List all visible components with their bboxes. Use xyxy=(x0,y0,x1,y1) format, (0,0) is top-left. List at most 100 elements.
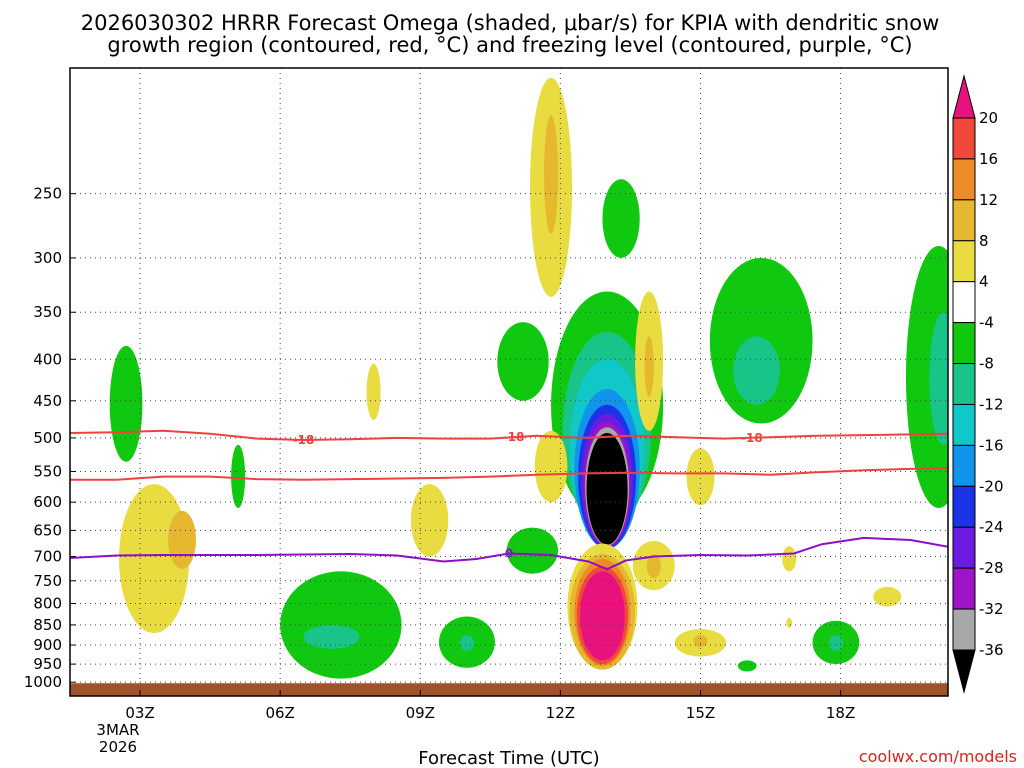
y-tick-label-350: 350 xyxy=(33,303,62,321)
chart-title: 2026030302 HRRR Forecast Omega (shaded, … xyxy=(81,11,940,57)
colorbar-bottom-triangle xyxy=(952,649,976,694)
omega-field-30 xyxy=(544,115,559,234)
omega-field-6 xyxy=(497,322,549,401)
omega-field-24 xyxy=(506,527,559,574)
x-axis: 03Z 06Z 09Z 12Z 15Z 18Z xyxy=(125,690,855,722)
date-label-line-2: 2026 xyxy=(99,738,137,756)
omega-field-43 xyxy=(693,635,708,648)
colorbar-label-11: -28 xyxy=(979,559,1004,577)
colorbar-label-9: -20 xyxy=(979,477,1004,495)
colorbar-label-4: 4 xyxy=(979,273,989,291)
x-tick-label-12Z: 12Z xyxy=(546,704,575,722)
y-tick-label-900: 900 xyxy=(33,636,62,654)
x-tick-label-15Z: 15Z xyxy=(686,704,715,722)
y-tick-label-600: 600 xyxy=(33,493,62,511)
colorbar-bin-4 xyxy=(952,281,976,324)
colorbar: 20 16 12 8 4 -4 -8 -12 -16 -20 -24 -28 -32 -36 xyxy=(952,74,1004,694)
colorbar-bin-11 xyxy=(952,567,976,610)
colorbar-bin-12 xyxy=(952,608,976,651)
freezing-level-contour xyxy=(70,536,948,571)
omega-field-7 xyxy=(602,179,640,258)
colorbar-bin-6 xyxy=(952,363,976,405)
omega-field-40 xyxy=(644,336,654,397)
y-tick-label-550: 550 xyxy=(33,463,62,481)
colorbar-bin-7 xyxy=(952,403,976,446)
omega-field-3 xyxy=(303,624,360,649)
dgz-top-label-0: -18 xyxy=(293,433,315,447)
x-axis-label: Forecast Time (UTC) xyxy=(418,748,599,768)
omega-field-27 xyxy=(366,363,381,420)
y-tick-label-850: 850 xyxy=(33,616,62,634)
y-tick-label-950: 950 xyxy=(33,655,62,673)
plot-area xyxy=(109,77,948,679)
colorbar-bin-2 xyxy=(952,199,976,242)
y-tick-label-1000: 1000 xyxy=(24,673,62,691)
y-axis: 250 300 350 400 450 500 550 600 650 700 750 800 850 9… xyxy=(24,185,76,691)
dgz-top-label-2: -18 xyxy=(741,431,763,445)
omega-field-1 xyxy=(231,444,246,509)
colorbar-label-5: -4 xyxy=(979,314,994,332)
title-line-1: 2026030302 HRRR Forecast Omega (shaded, … xyxy=(81,11,940,35)
omega-field-36 xyxy=(579,571,625,661)
y-tick-label-450: 450 xyxy=(33,392,62,410)
omega-field-23 xyxy=(929,312,948,445)
omega-field-0 xyxy=(109,345,143,462)
ground-fill xyxy=(70,683,948,696)
omega-field-21 xyxy=(737,660,757,672)
dgz-top-label-1: -18 xyxy=(503,430,525,444)
omega-field-28 xyxy=(410,484,449,557)
colorbar-label-10: -24 xyxy=(979,518,1004,536)
colorbar-top-triangle xyxy=(952,74,976,119)
x-tick-label-03Z: 03Z xyxy=(125,704,154,722)
dgz-top-contour xyxy=(70,429,948,442)
ground-layer xyxy=(70,683,948,696)
x-tick-label-09Z: 09Z xyxy=(406,704,435,722)
y-tick-label-700: 700 xyxy=(33,547,62,565)
colorbar-bin-10 xyxy=(952,526,976,569)
colorbar-label-6: -8 xyxy=(979,355,994,373)
y-tick-label-500: 500 xyxy=(33,429,62,447)
colorbar-label-13: -36 xyxy=(979,641,1004,659)
colorbar-label-8: -16 xyxy=(979,436,1004,454)
colorbar-bin-5 xyxy=(952,322,976,365)
omega-field-22 xyxy=(905,246,948,508)
date-label-line-1: 3MAR xyxy=(96,721,139,739)
colorbar-label-3: 8 xyxy=(979,232,989,250)
colorbar-bin-8 xyxy=(952,444,976,487)
y-tick-label-800: 800 xyxy=(33,595,62,613)
omega-field-18 xyxy=(733,336,780,405)
y-tick-label-750: 750 xyxy=(33,572,62,590)
x-tick-label-18Z: 18Z xyxy=(826,704,855,722)
omega-field-46 xyxy=(873,586,902,607)
colorbar-label-7: -12 xyxy=(979,395,1004,413)
dgz-bottom-contour xyxy=(70,467,948,481)
colorbar-bin-9 xyxy=(952,485,976,528)
omega-field-45 xyxy=(786,617,793,628)
colorbar-bin-1 xyxy=(952,158,976,201)
colorbar-label-0: 20 xyxy=(979,109,998,127)
omega-field-41 xyxy=(686,448,715,506)
colorbar-bin-3 xyxy=(952,240,976,283)
omega-field-16 xyxy=(586,432,628,545)
title-line-2: growth region (contoured, red, °C) and f… xyxy=(107,33,912,57)
colorbar-label-12: -32 xyxy=(979,600,1004,618)
y-tick-label-300: 300 xyxy=(33,249,62,267)
plot-frame xyxy=(69,67,949,697)
y-tick-label-250: 250 xyxy=(33,185,62,203)
y-tick-label-650: 650 xyxy=(33,521,62,539)
omega-field-44 xyxy=(782,546,797,572)
contours: -18 -18 -18 0 xyxy=(70,429,948,571)
omega-field-5 xyxy=(459,635,474,651)
colorbar-label-2: 12 xyxy=(979,191,998,209)
omega-field-26 xyxy=(168,510,197,569)
freezing-level-label-0: 0 xyxy=(505,546,513,560)
colorbar-bin-0 xyxy=(952,117,976,160)
colorbar-label-1: 16 xyxy=(979,150,998,168)
x-tick-label-06Z: 06Z xyxy=(265,704,294,722)
omega-field-38 xyxy=(646,553,661,579)
credit-label: coolwx.com/models xyxy=(859,747,1017,766)
omega-field-31 xyxy=(534,430,568,503)
omega-field-20 xyxy=(828,635,843,651)
y-tick-label-400: 400 xyxy=(33,350,62,368)
